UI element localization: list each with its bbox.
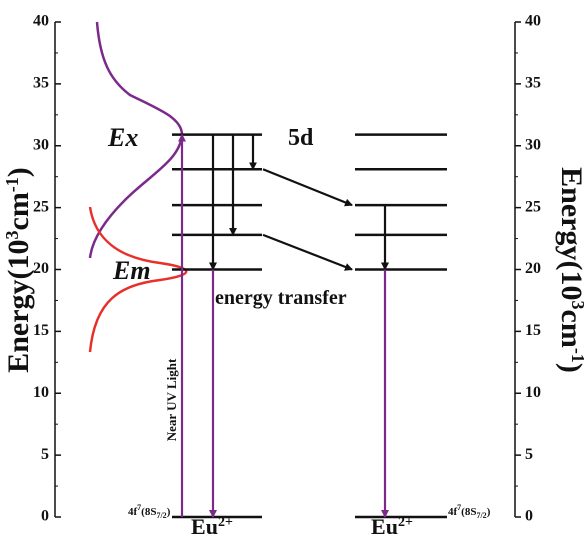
y-tick-label: 25 — [33, 198, 49, 215]
y2-tick-label: 25 — [525, 198, 541, 215]
transfer-label: energy transfer — [215, 287, 347, 309]
y2-tick-label: 0 — [525, 508, 533, 525]
transfer-arrow — [262, 168, 353, 207]
y-tick-label: 40 — [33, 13, 49, 30]
ex-label: Ex — [107, 123, 138, 152]
ground-label: 4f7(8S7/2) — [448, 503, 491, 520]
emission-spectrum — [88, 206, 188, 353]
y2-tick-label: 10 — [525, 384, 541, 401]
5d-label: 5d — [288, 125, 314, 151]
y2-tick-label: 35 — [525, 75, 541, 92]
y-tick-label: 35 — [33, 75, 49, 92]
y-tick-label: 5 — [41, 446, 49, 463]
y-tick-label: 0 — [41, 508, 49, 525]
y-tick-label: 30 — [33, 136, 49, 153]
y-axis-label: Energy(103cm-1) — [2, 167, 35, 373]
y-tick-label: 15 — [33, 322, 49, 339]
y-tick-label: 10 — [33, 384, 49, 401]
em-label: Em — [112, 256, 151, 285]
ground-label: 4f7(8S7/2) — [128, 503, 171, 520]
y2-axis-label: Energy(103cm-1) — [555, 167, 588, 373]
y2-tick-label: 15 — [525, 322, 541, 339]
y-tick-label: 20 — [33, 260, 49, 277]
y2-tick-label: 40 — [525, 13, 541, 30]
y2-tick-label: 20 — [525, 260, 541, 277]
uv-label: Near UV Light — [164, 358, 179, 441]
transfer-arrow — [262, 233, 353, 271]
y2-tick-label: 30 — [525, 136, 541, 153]
y2-tick-label: 5 — [525, 446, 533, 463]
